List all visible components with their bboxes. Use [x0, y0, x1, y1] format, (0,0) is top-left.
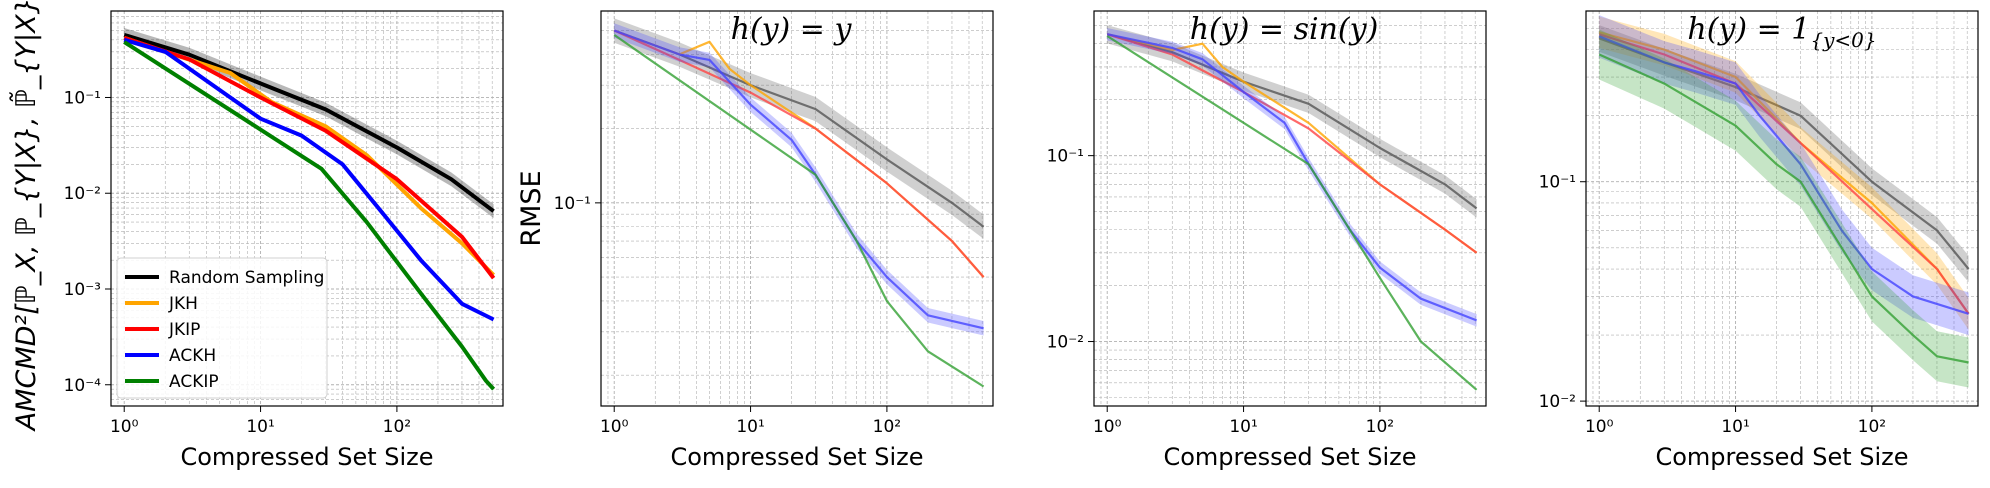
chart-panel-2: 10⁰ 10¹ 10² 10⁻¹ Compressed Set Size RMSE h(y)… [516, 10, 994, 471]
series-line-ackip [1598, 53, 1969, 364]
y-tick-label: 10⁻¹ [554, 194, 591, 214]
series-line-ackh [1106, 33, 1477, 322]
y-tick-label: 10⁻¹ [1539, 173, 1576, 193]
series-line-jkip [1598, 33, 1970, 315]
series-group [613, 18, 985, 388]
series-group [1598, 15, 1970, 388]
axes-frame [600, 10, 994, 407]
series-line-jkip [1106, 33, 1478, 254]
x-tick-label: 10⁰ [1093, 417, 1122, 437]
x-axis-label: Compressed Set Size [180, 443, 433, 471]
x-tick-label: 10¹ [1229, 417, 1257, 437]
x-tick-label: 10⁰ [110, 417, 139, 437]
legend-label: Random Sampling [169, 268, 324, 288]
series-line-ackh [613, 29, 984, 330]
series-band [1599, 15, 1969, 336]
x-tick-label: 10⁰ [1585, 417, 1614, 437]
series-line-ackip [1106, 35, 1478, 391]
y-tick-label: 10⁻² [64, 184, 101, 204]
series-group [1106, 25, 1478, 391]
chart-panel-4: 10⁰ 10¹ 10² 10⁻² 10⁻¹ Compressed Set Size h(y)… [1539, 10, 1979, 471]
axes-frame [1585, 10, 1979, 407]
series-line-jkip [613, 29, 985, 278]
y-tick-label: 10⁻¹ [1047, 147, 1084, 167]
series-group [123, 28, 496, 391]
y-axis-label: RMSE [516, 170, 547, 246]
legend-label: JKIP [168, 320, 200, 340]
grid [111, 11, 503, 406]
y-tick-label: 10⁻¹ [64, 88, 101, 108]
series-line-ackip [613, 33, 985, 388]
x-tick-label: 10¹ [736, 417, 764, 437]
series-line-ackh [123, 37, 495, 322]
series-band [1599, 29, 1969, 388]
x-tick-label: 10² [383, 417, 411, 437]
panel-title: h(y) = y [731, 12, 853, 47]
axes-frame [1093, 10, 1487, 407]
series-band [1599, 16, 1969, 330]
panel-title: h(y) = 1{y<0} [1687, 12, 1876, 52]
y-axis-label: AMCMD²[ℙ_X, ℙ_{Y|X}, ℙ̃_{Y|X}] [9, 0, 42, 432]
axes-frame [110, 10, 504, 407]
series-line-jkip [123, 35, 496, 280]
legend-label: JKH [168, 294, 198, 314]
x-tick-label: 10⁰ [600, 417, 629, 437]
y-tick-label: 10⁻² [1047, 333, 1084, 353]
x-axis-label: Compressed Set Size [1655, 443, 1908, 471]
series-line-random-sampling [1106, 33, 1478, 210]
y-tick-label: 10⁻² [1539, 392, 1576, 412]
x-tick-label: 10¹ [246, 417, 274, 437]
x-tick-label: 10² [1366, 417, 1394, 437]
x-tick-label: 10² [873, 417, 901, 437]
x-axis-label: Compressed Set Size [670, 443, 923, 471]
grid [601, 11, 993, 406]
series-line-ackh [1598, 35, 1969, 315]
y-tick-label: 10⁻⁴ [64, 376, 102, 396]
chart-panel-3: 10⁰ 10¹ 10² 10⁻² 10⁻¹ Compressed Set Size h(y)… [1047, 10, 1487, 471]
x-tick-label: 10¹ [1721, 417, 1749, 437]
legend-label: ACKH [169, 346, 216, 366]
legend-label: ACKIP [169, 372, 219, 392]
x-tick-label: 10² [1858, 417, 1886, 437]
legend: Random Sampling JKH JKIP ACKH ACKIP [116, 257, 328, 399]
series-line-ackip [123, 40, 496, 391]
x-axis-label: Compressed Set Size [1163, 443, 1416, 471]
panel-title: h(y) = sin(y) [1190, 12, 1379, 47]
legend-box [116, 257, 328, 399]
chart-panel-1: 10⁰ 10¹ 10² 10⁻⁴ 10⁻³ 10⁻² 10⁻¹ Compressed Set … [9, 0, 504, 471]
y-tick-label: 10⁻³ [64, 280, 101, 300]
series-line-random-sampling [123, 32, 495, 213]
title-main: h(y) = 1 [1687, 12, 1810, 47]
title-subscript: {y<0} [1810, 28, 1876, 52]
